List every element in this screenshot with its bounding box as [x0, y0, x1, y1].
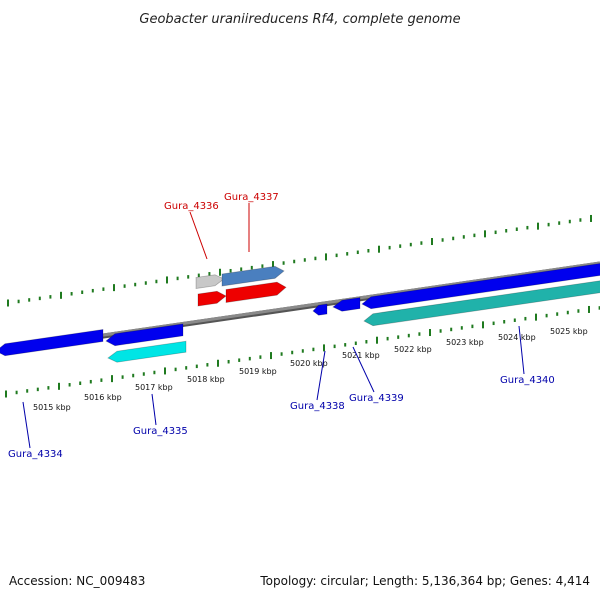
gene-arrow-gura-4337-b — [225, 281, 287, 303]
tick-label: 5017 kbp — [135, 383, 173, 392]
gene-arrow-gura-4337 — [221, 265, 285, 287]
gene-leader-line — [189, 211, 208, 260]
outer-scale-ticks — [7, 214, 592, 307]
gene-label[interactable]: Gura_4338 — [290, 401, 345, 412]
tick-label: 5023 kbp — [446, 338, 484, 347]
tick-label: 5025 kbp — [550, 327, 588, 336]
inner-scale-ticks — [5, 305, 600, 398]
tick-label: 5020 kbp — [290, 359, 328, 368]
gene-label[interactable]: Gura_4339 — [349, 393, 404, 404]
gene-leader-line — [352, 346, 375, 393]
gene-arrow-gura-4340 — [361, 263, 600, 310]
tick-label: 5021 kbp — [342, 351, 380, 360]
gene-arrow-gura-4339 — [332, 297, 361, 312]
gene-label[interactable]: Gura_4336 — [164, 201, 219, 212]
gene-label[interactable]: Gura_4337 — [224, 192, 279, 203]
tick-label: 5019 kbp — [239, 367, 277, 376]
tick-label: 5015 kbp — [33, 403, 71, 412]
gene-arrow-gura-4335-b — [107, 340, 187, 363]
gene-arrow-gura-4336 — [195, 274, 225, 289]
genome-summary: Topology: circular; Length: 5,136,364 bp… — [260, 574, 590, 588]
tick-label: 5016 kbp — [84, 393, 122, 402]
gene-arrow-gura-4336-b — [197, 290, 227, 307]
gene-arrow-gura-4340-b — [363, 280, 600, 327]
gene-label[interactable]: Gura_4334 — [8, 449, 63, 460]
tick-labels: 5015 kbp 5016 kbp 5017 kbp 5018 kbp 5019 kbp… — [33, 327, 588, 412]
gene-label[interactable]: Gura_4340 — [500, 375, 555, 386]
gene-leader-line — [22, 401, 31, 449]
gene-leader-line — [316, 350, 326, 401]
gene-arrow-gura-4334 — [0, 329, 104, 357]
gene-labels: Gura_4334 Gura_4335 Gura_4336 Gura_4337 Gura… — [8, 192, 555, 460]
gene-arrow-gura-4335-a — [105, 323, 184, 347]
tick-label: 5022 kbp — [394, 345, 432, 354]
gene-features — [0, 263, 600, 363]
tick-label: 5024 kbp — [498, 333, 536, 342]
gene-leader-line — [518, 325, 525, 375]
gene-leader-line — [151, 393, 157, 426]
map-title: Geobacter uraniireducens Rf4, complete g… — [139, 12, 460, 27]
accession-label: Accession: NC_009483 — [9, 574, 146, 588]
gene-label[interactable]: Gura_4335 — [133, 426, 188, 437]
gene-arrow-gura-4338 — [312, 303, 328, 316]
tick-label: 5018 kbp — [187, 375, 225, 384]
